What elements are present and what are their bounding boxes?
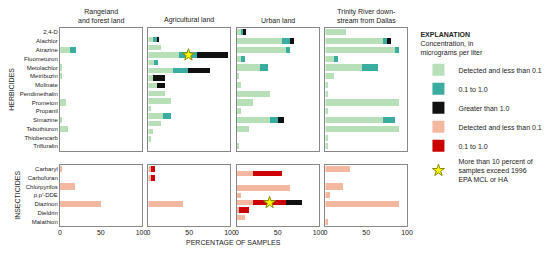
svg-text:100: 100 bbox=[401, 229, 413, 236]
svg-text:Agricultural land: Agricultural land bbox=[164, 16, 214, 24]
svg-text:Fluometuron: Fluometuron bbox=[24, 56, 58, 62]
svg-text:100: 100 bbox=[136, 229, 148, 236]
svg-text:50: 50 bbox=[362, 229, 370, 236]
svg-text:Thiobencarb: Thiobencarb bbox=[24, 135, 58, 141]
svg-text:100: 100 bbox=[313, 229, 325, 236]
svg-text:0.1 to 1.0: 0.1 to 1.0 bbox=[458, 86, 487, 93]
svg-text:0: 0 bbox=[235, 229, 239, 236]
svg-text:0.1 to 1.0: 0.1 to 1.0 bbox=[458, 143, 487, 150]
svg-text:Alachlor: Alachlor bbox=[36, 38, 58, 44]
svg-text:Carbofuran: Carbofuran bbox=[28, 175, 58, 181]
svg-text:Simazine: Simazine bbox=[33, 117, 58, 123]
svg-text:Rangelandand forest land: Rangelandand forest land bbox=[78, 8, 124, 24]
svg-text:0: 0 bbox=[324, 229, 328, 236]
svg-text:50: 50 bbox=[274, 229, 282, 236]
svg-text:50: 50 bbox=[185, 229, 193, 236]
svg-text:HERBICIDES: HERBICIDES bbox=[8, 68, 15, 111]
svg-text:Prometon: Prometon bbox=[32, 100, 58, 106]
svg-text:Metolachlor: Metolachlor bbox=[27, 65, 58, 71]
svg-text:Greater than 1.0: Greater than 1.0 bbox=[458, 105, 509, 112]
svg-text:Dieldrin: Dieldrin bbox=[37, 210, 57, 216]
svg-text:Atrazine: Atrazine bbox=[36, 47, 59, 53]
svg-text:Chlorpyrifos: Chlorpyrifos bbox=[26, 184, 58, 190]
svg-text:More than 10 percent ofsamples: More than 10 percent ofsamples exceed 19… bbox=[458, 158, 532, 183]
svg-text:Detected and less than 0.1: Detected and less than 0.1 bbox=[458, 67, 541, 74]
svg-text:Urban land: Urban land bbox=[261, 17, 295, 24]
svg-text:Pendimethalin: Pendimethalin bbox=[20, 91, 58, 97]
svg-text:INSECTICIDES: INSECTICIDES bbox=[14, 170, 21, 219]
svg-text:PERCENTAGE OF SAMPLES: PERCENTAGE OF SAMPLES bbox=[186, 239, 281, 246]
svg-text:Malathion: Malathion bbox=[32, 219, 58, 225]
svg-text:Diazinon: Diazinon bbox=[34, 201, 57, 207]
svg-text:0: 0 bbox=[147, 229, 151, 236]
svg-text:0: 0 bbox=[58, 229, 62, 236]
svg-text:Tebuthiuron: Tebuthiuron bbox=[26, 126, 57, 132]
svg-text:Carbaryl: Carbaryl bbox=[35, 166, 58, 172]
svg-text:EXPLANATIONConcentration, inmi: EXPLANATIONConcentration, inmicrograms p… bbox=[420, 31, 483, 57]
svg-text:100: 100 bbox=[224, 229, 236, 236]
svg-text:Propanil: Propanil bbox=[36, 108, 58, 114]
svg-text:Metribuzin: Metribuzin bbox=[30, 73, 58, 79]
svg-text:Molinate: Molinate bbox=[35, 82, 58, 88]
svg-text:2,4-D: 2,4-D bbox=[43, 29, 58, 35]
svg-text:Trifluralin: Trifluralin bbox=[33, 143, 57, 149]
svg-text:Detected and less than 0.1: Detected and less than 0.1 bbox=[458, 124, 541, 131]
svg-text:p,p'-DDE: p,p'-DDE bbox=[34, 192, 58, 198]
svg-text:50: 50 bbox=[97, 229, 105, 236]
svg-text:Trinity River down-stream from: Trinity River down-stream from Dallas bbox=[337, 8, 396, 24]
